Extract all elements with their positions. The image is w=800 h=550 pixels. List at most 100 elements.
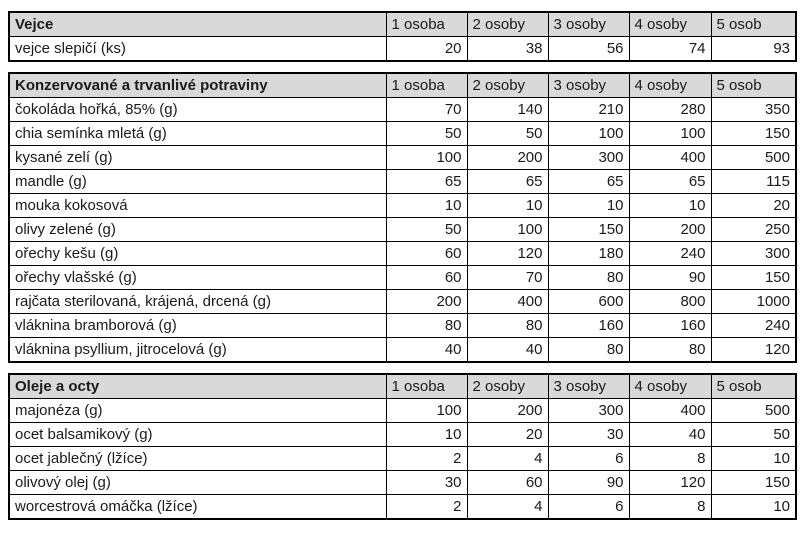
item-value: 70 (385, 97, 468, 122)
item-label: olivový olej (g) (8, 470, 387, 495)
item-value: 180 (547, 241, 630, 266)
column-header: 2 osoby (466, 11, 549, 37)
item-value: 50 (385, 121, 468, 146)
table-row: majonéza (g) 100 200 300 400 500 (8, 398, 797, 423)
column-header: 1 osoba (385, 373, 468, 399)
column-header: 1 osoba (385, 11, 468, 37)
column-header: 5 osob (710, 373, 797, 399)
item-value: 120 (466, 241, 549, 266)
column-header: 4 osoby (628, 72, 712, 98)
item-value: 10 (385, 422, 468, 447)
table-row: worcestrová omáčka (lžíce) 2 4 6 8 10 (8, 494, 797, 520)
item-value: 150 (710, 121, 797, 146)
item-value: 120 (710, 337, 797, 363)
table-row: rajčata sterilovaná, krájená, drcená (g)… (8, 289, 797, 314)
item-value: 40 (385, 337, 468, 363)
item-value: 2 (385, 446, 468, 471)
item-value: 93 (710, 36, 797, 62)
item-value: 2 (385, 494, 468, 520)
item-value: 20 (710, 193, 797, 218)
item-value: 10 (710, 494, 797, 520)
table-row: ořechy vlašské (g) 60 70 80 90 150 (8, 265, 797, 290)
item-value: 100 (628, 121, 712, 146)
column-header: 2 osoby (466, 72, 549, 98)
item-value: 240 (628, 241, 712, 266)
table-row: vejce slepičí (ks) 20 38 56 74 93 (8, 36, 797, 62)
item-value: 115 (710, 169, 797, 194)
table-row: mouka kokosová 10 10 10 10 20 (8, 193, 797, 218)
item-value: 300 (710, 241, 797, 266)
item-value: 56 (547, 36, 630, 62)
item-value: 100 (547, 121, 630, 146)
item-value: 70 (466, 265, 549, 290)
item-value: 1000 (710, 289, 797, 314)
item-label: mouka kokosová (8, 193, 387, 218)
item-value: 100 (385, 398, 468, 423)
item-value: 600 (547, 289, 630, 314)
item-value: 8 (628, 494, 712, 520)
item-label: majonéza (g) (8, 398, 387, 423)
column-header: 3 osoby (547, 373, 630, 399)
item-value: 30 (547, 422, 630, 447)
item-label: vejce slepičí (ks) (8, 36, 387, 62)
item-label: kysané zelí (g) (8, 145, 387, 170)
item-label: olivy zelené (g) (8, 217, 387, 242)
header-row: Vejce 1 osoba 2 osoby 3 osoby 4 osoby 5 osob (8, 11, 797, 37)
table-row: ocet balsamikový (g) 10 20 30 40 50 (8, 422, 797, 447)
item-value: 50 (710, 422, 797, 447)
table-row: vláknina bramborová (g) 80 80 160 160 240 (8, 313, 797, 338)
item-value: 90 (628, 265, 712, 290)
item-label: ocet jablečný (lžíce) (8, 446, 387, 471)
item-value: 10 (710, 446, 797, 471)
column-header: 3 osoby (547, 11, 630, 37)
food-quantity-tables-page: Vejce 1 osoba 2 osoby 3 osoby 4 osoby 5 osob v… (8, 11, 797, 520)
item-value: 150 (547, 217, 630, 242)
item-value: 4 (466, 494, 549, 520)
item-label: worcestrová omáčka (lžíce) (8, 494, 387, 520)
item-value: 40 (628, 422, 712, 447)
item-value: 60 (466, 470, 549, 495)
column-header: 3 osoby (547, 72, 630, 98)
item-value: 65 (547, 169, 630, 194)
table-row: chia semínka mletá (g) 50 50 100 100 150 (8, 121, 797, 146)
item-value: 100 (466, 217, 549, 242)
section-table: Konzervované a trvanlivé potraviny 1 osob… (8, 72, 797, 363)
item-value: 250 (710, 217, 797, 242)
table-row: ocet jablečný (lžíce) 2 4 6 8 10 (8, 446, 797, 471)
column-header: 2 osoby (466, 373, 549, 399)
item-value: 500 (710, 145, 797, 170)
item-value: 400 (628, 145, 712, 170)
section-title: Oleje a octy (8, 373, 387, 399)
item-value: 120 (628, 470, 712, 495)
table-row: olivový olej (g) 30 60 90 120 150 (8, 470, 797, 495)
item-label: rajčata sterilovaná, krájená, drcená (g) (8, 289, 387, 314)
item-value: 150 (710, 265, 797, 290)
item-value: 100 (385, 145, 468, 170)
item-value: 210 (547, 97, 630, 122)
item-label: vláknina psyllium, jitrocelová (g) (8, 337, 387, 363)
column-header: 4 osoby (628, 11, 712, 37)
item-label: ořechy kešu (g) (8, 241, 387, 266)
item-value: 65 (628, 169, 712, 194)
item-value: 40 (466, 337, 549, 363)
item-value: 30 (385, 470, 468, 495)
section-table: Vejce 1 osoba 2 osoby 3 osoby 4 osoby 5 osob v… (8, 11, 797, 62)
item-value: 300 (547, 398, 630, 423)
table-row: čokoláda hořká, 85% (g) 70 140 210 280 350 (8, 97, 797, 122)
item-value: 80 (466, 313, 549, 338)
item-value: 8 (628, 446, 712, 471)
item-value: 80 (385, 313, 468, 338)
item-value: 200 (385, 289, 468, 314)
item-value: 90 (547, 470, 630, 495)
item-value: 500 (710, 398, 797, 423)
item-value: 150 (710, 470, 797, 495)
column-header: 5 osob (710, 11, 797, 37)
header-row: Oleje a octy 1 osoba 2 osoby 3 osoby 4 osoby… (8, 373, 797, 399)
item-value: 160 (628, 313, 712, 338)
item-value: 65 (385, 169, 468, 194)
item-value: 80 (547, 265, 630, 290)
item-value: 80 (547, 337, 630, 363)
item-value: 10 (628, 193, 712, 218)
item-value: 800 (628, 289, 712, 314)
item-value: 50 (385, 217, 468, 242)
